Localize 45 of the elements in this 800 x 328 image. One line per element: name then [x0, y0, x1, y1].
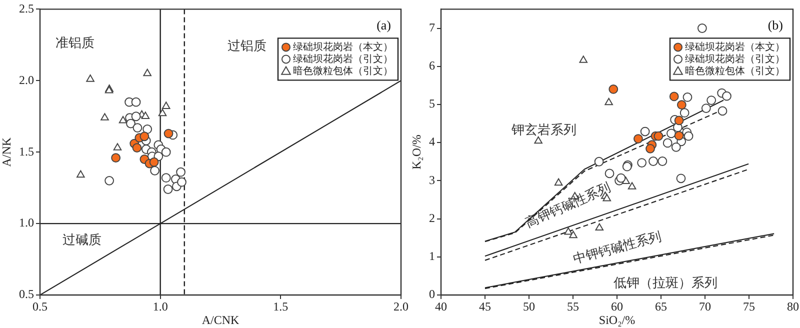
- annotation: 低钾（拉斑）系列: [614, 274, 718, 290]
- y-tick-label: 2.0: [19, 72, 34, 87]
- y-tick-label: 6: [429, 58, 435, 73]
- legend-label: 绿础坝花岗岩（引文）: [293, 52, 393, 65]
- text: (a): [376, 18, 391, 33]
- y-axis-title: A/NK: [0, 137, 14, 167]
- y-tick-label: 3: [429, 172, 435, 187]
- x-tick-label: 45: [479, 299, 491, 314]
- x-tick-label: 50: [523, 299, 535, 314]
- x-tick-label: 40: [435, 299, 447, 314]
- legend-label: 暗色微粒包体（引文）: [685, 64, 785, 77]
- annotation: 中钾钙碱性系列: [571, 228, 663, 266]
- x-axis-title: SiO₂/%: [598, 312, 636, 327]
- x-tick-label: 80: [787, 299, 799, 314]
- y-tick-label: 0: [429, 287, 435, 302]
- y-tick-label: 1.5: [19, 144, 34, 158]
- x-tick-label: 2.0: [394, 299, 408, 314]
- y-tick-label: 0.5: [19, 287, 34, 302]
- x-tick-label: 70: [699, 299, 711, 314]
- y-tick-label: 2.5: [19, 1, 34, 16]
- annotation: 高钾钙碱性系列: [523, 179, 613, 230]
- x-tick-label: 65: [655, 299, 667, 314]
- y-tick-label: 1.0: [19, 216, 34, 230]
- annotation: 准铝质: [56, 34, 95, 50]
- y-tick-label: 5: [429, 96, 435, 111]
- x-tick-label: 75: [743, 299, 755, 314]
- legend-label: 绿础坝花岗岩（引文）: [685, 52, 785, 65]
- x-tick-label: 55: [567, 299, 579, 314]
- y-tick-label: 2: [429, 210, 435, 225]
- y-tick-label: 4: [429, 134, 435, 149]
- legend-label: 暗色微粒包体（引文）: [293, 64, 393, 77]
- legend-label: 绿础坝花岗岩（本文）: [685, 40, 785, 53]
- y-tick-label: 7: [429, 20, 435, 34]
- y-tick-label: 1: [429, 249, 435, 264]
- x-tick-label: 0.5: [32, 299, 48, 314]
- text: (b): [768, 18, 783, 33]
- y-axis-title: K₂O/%: [409, 134, 424, 170]
- annotation: 钾玄岩系列: [510, 122, 576, 138]
- x-tick-label: 60: [611, 299, 623, 314]
- annotation: 过铝质: [227, 38, 266, 53]
- x-tick-label: 1.0: [152, 299, 168, 314]
- annotation: 过碱质: [62, 232, 102, 248]
- x-axis-title: A/CNK: [202, 312, 240, 327]
- legend-label: 绿础坝花岗岩（本文）: [293, 40, 393, 53]
- x-tick-label: 1.5: [273, 299, 288, 314]
